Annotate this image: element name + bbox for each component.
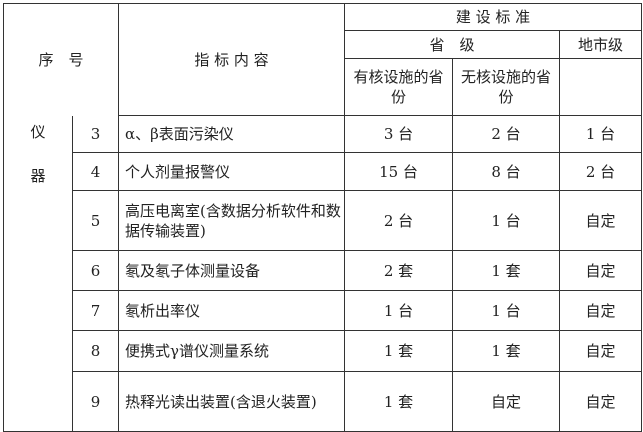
row-without-nuclear: 1 台 [452,290,560,331]
standards-table: 序 号 指 标 内 容 建 设 标 准 省 级 地市级 有核设施的省 份 无核设… [3,3,642,432]
row-city: 自定 [559,290,642,331]
table-row: 9 热释光读出装置(含退火装置) 1 套自定 自定 [4,371,642,432]
category-char: 器 [30,166,46,185]
row-number: 5 [72,190,119,251]
row-without-nuclear: 2 台 [452,115,560,153]
row-number: 4 [72,152,119,191]
header-city-empty [559,58,642,116]
header-without-nuclear: 无核设施的省 份 [452,58,566,116]
row-number: 7 [72,290,119,331]
row-with-nuclear: 3 台 [344,115,453,153]
row-number: 3 [72,115,119,153]
header-with-nuclear: 有核设施的省 份 [344,58,459,116]
row-item: 个人剂量报警仪 [118,152,345,191]
row-city: 1 台 [559,115,642,153]
row-with-nuclear: 1 套 [344,371,453,432]
header-seq: 序 号 [3,3,119,116]
header-province: 省 级 [344,30,560,59]
row-city: 自定 [559,371,642,432]
row-item: 高压电离室(含数据分析软件和数据传输装置) [118,190,345,251]
row-city: 自定 [559,330,642,372]
row-without-nuclear: 8 台 [452,152,560,191]
row-item: 便携式γ谱仪测量系统 [118,330,345,372]
row-city: 自定 [559,190,642,251]
row-with-nuclear: 2 台 [344,190,453,251]
row-city: 2 台 [559,152,642,191]
row-without-nuclear: 1 台 [452,190,560,251]
row-city: 自定 [559,250,642,291]
category-char: 仪 [30,122,46,141]
row-number: 9 [72,371,119,432]
row-with-nuclear: 1 套 [344,330,453,372]
row-with-nuclear: 15 台 [344,152,453,191]
header-standard: 建 设 标 准 [344,3,642,31]
row-item: 氡析出率仪 [118,290,345,331]
row-without-nuclear: 自定 [452,371,560,432]
row-number: 6 [72,250,119,291]
row-with-nuclear: 2 套 [344,250,453,291]
header-city: 地市级 [559,30,642,59]
row-item: 热释光读出装置(含退火装置) [118,371,345,432]
row-number: 8 [72,330,119,372]
row-with-nuclear: 1 台 [344,290,453,331]
header-content: 指 标 内 容 [118,3,345,116]
row-item: 氡及氡子体测量设备 [118,250,345,291]
category-cell: 仪器 [3,115,73,432]
row-without-nuclear: 1 套 [452,250,560,291]
row-item: α、β表面污染仪 [118,115,345,153]
row-without-nuclear: 1 套 [452,330,560,372]
